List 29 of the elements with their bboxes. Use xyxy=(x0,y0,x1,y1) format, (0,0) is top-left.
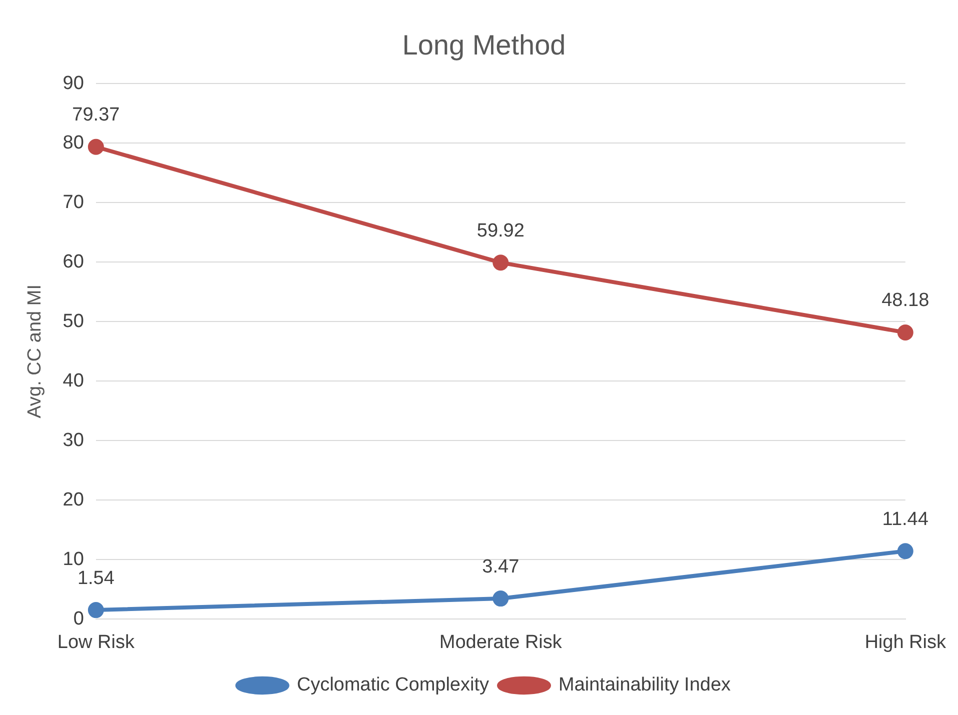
point xyxy=(492,590,509,607)
x-tick-label: Low Risk xyxy=(57,632,135,653)
y-tick-label: 0 xyxy=(73,608,84,630)
point xyxy=(897,543,914,560)
x-tick-label: Moderate Risk xyxy=(439,632,562,653)
y-tick-label: 90 xyxy=(62,72,84,94)
point xyxy=(88,602,104,618)
y-tick-label: 10 xyxy=(62,548,84,570)
y-tick-label: 40 xyxy=(62,370,84,392)
data-label: 1.54 xyxy=(77,568,115,589)
point xyxy=(897,324,914,340)
y-tick-label: 50 xyxy=(62,310,84,332)
point xyxy=(88,138,104,155)
x-tick-label: High Risk xyxy=(864,632,946,653)
data-label: 11.44 xyxy=(882,508,929,530)
data-label: 3.47 xyxy=(482,556,520,578)
y-tick-label: 60 xyxy=(62,251,84,272)
y-tick-label: 70 xyxy=(62,192,84,213)
data-label: 48.18 xyxy=(882,290,930,312)
y-axis-title: Avg. CC and MI xyxy=(24,284,46,418)
data-label: 59.92 xyxy=(476,220,524,242)
data-label: 79.37 xyxy=(72,104,120,126)
y-tick-label: 30 xyxy=(62,430,84,451)
legend-label: Maintainability Index xyxy=(558,674,732,696)
y-tick-label: 80 xyxy=(62,132,84,154)
chart-title: Long Method xyxy=(402,30,566,61)
y-tick-label: 20 xyxy=(62,489,84,510)
legend-label: Cyclomatic Complexity xyxy=(296,674,490,696)
point xyxy=(492,254,509,271)
